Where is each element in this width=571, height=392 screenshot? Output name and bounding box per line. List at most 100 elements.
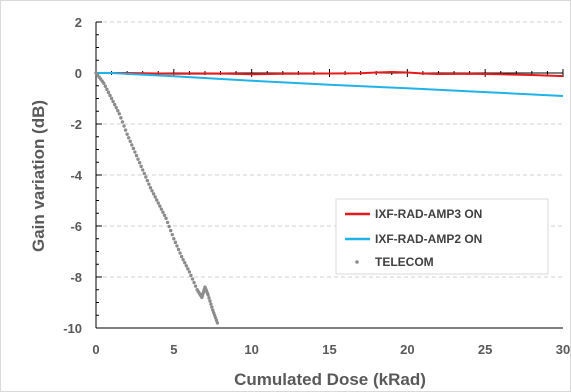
data-point-telecom (130, 143, 134, 147)
data-point-telecom (142, 171, 146, 176)
data-point-telecom (189, 273, 193, 278)
series-group (94, 70, 564, 325)
data-point-telecom (133, 150, 137, 154)
data-point-telecom (141, 168, 145, 172)
data-point-telecom (184, 264, 188, 268)
x-tick-label: 15 (322, 342, 336, 357)
series-line-ixf-rad-amp2-on (96, 72, 564, 97)
data-point-telecom (211, 311, 216, 315)
data-point-telecom (137, 161, 142, 165)
legend-label-amp2: IXF-RAD-AMP2 ON (375, 232, 482, 246)
y-tick-label: -8 (70, 270, 82, 285)
series-line-ixf-rad-amp3-on (96, 70, 564, 78)
data-point-telecom (134, 153, 139, 158)
data-point-telecom (164, 216, 168, 221)
data-point-telecom (213, 316, 218, 320)
data-point-telecom (139, 164, 143, 169)
data-point-telecom (172, 237, 176, 241)
data-point-telecom (144, 175, 148, 179)
data-point-telecom (206, 293, 210, 297)
data-point-telecom (181, 257, 185, 262)
data-point-telecom (186, 267, 190, 271)
data-point-telecom (167, 224, 171, 229)
data-point-telecom (151, 192, 156, 196)
data-point-telecom (119, 116, 123, 120)
series-telecom (94, 71, 220, 325)
data-point-telecom (150, 189, 154, 193)
y-tick-label: -2 (70, 117, 82, 132)
data-point-telecom (212, 313, 217, 317)
gridlines (96, 21, 563, 278)
y-tick-label: 0 (75, 66, 82, 81)
y-axis-title: Gain variation (dB) (29, 100, 48, 252)
data-point-telecom (120, 120, 125, 124)
data-point-telecom (131, 146, 136, 151)
data-point-telecom (145, 178, 150, 183)
x-tick-label: 0 (92, 342, 99, 357)
legend-label-telecom: TELECOM (375, 255, 434, 269)
x-tick-label: 25 (478, 342, 492, 357)
data-point-telecom (176, 247, 181, 252)
data-point-telecom (122, 124, 126, 128)
data-point-telecom (187, 270, 192, 274)
data-point-telecom (175, 244, 179, 248)
data-point-telecom (116, 109, 120, 113)
x-tick-label: 20 (400, 342, 414, 357)
y-tick-label: -4 (70, 168, 82, 183)
data-point-telecom (103, 84, 108, 88)
data-point-telecom (117, 112, 122, 116)
data-point-telecom (215, 321, 220, 325)
data-point-telecom (179, 254, 184, 259)
data-point-telecom (183, 261, 187, 265)
legend-box (335, 198, 549, 275)
data-point-telecom (208, 299, 212, 303)
x-axis-title: Cumulated Dose (kRad) (234, 370, 426, 389)
x-tick-label: 30 (556, 342, 570, 357)
data-point-telecom (126, 136, 131, 140)
data-point-telecom (207, 296, 211, 300)
data-point-telecom (169, 228, 173, 233)
data-point-telecom (111, 99, 115, 104)
legend: IXF-RAD-AMP3 ON IXF-RAD-AMP2 ON TELECOM (335, 198, 549, 275)
data-point-telecom (147, 182, 151, 186)
data-point-telecom (153, 195, 157, 199)
data-point-telecom (125, 132, 129, 136)
data-point-telecom (170, 232, 174, 237)
data-point-telecom (102, 81, 106, 85)
y-tick-label: -6 (70, 219, 82, 234)
x-tick-label: 10 (244, 342, 258, 357)
data-point-telecom (192, 280, 196, 285)
legend-swatch-telecom (355, 260, 359, 264)
data-point-telecom (155, 198, 159, 202)
data-point-telecom (161, 210, 165, 214)
data-point-telecom (128, 139, 132, 144)
data-point-telecom (211, 308, 215, 312)
data-point-telecom (109, 96, 114, 101)
data-point-telecom (148, 186, 153, 190)
data-point-telecom (159, 207, 164, 211)
data-point-telecom (190, 277, 195, 281)
data-point-telecom (136, 157, 140, 161)
data-point-telecom (114, 105, 118, 110)
data-point-telecom (112, 102, 117, 107)
legend-label-amp3: IXF-RAD-AMP3 ON (375, 207, 482, 221)
data-point-telecom (193, 284, 198, 288)
data-point-telecom (214, 318, 219, 323)
data-point-telecom (173, 240, 178, 245)
x-tick-label: 5 (170, 342, 177, 357)
data-point-telecom (106, 90, 111, 95)
data-point-telecom (165, 220, 170, 225)
data-point-telecom (210, 305, 214, 309)
data-point-telecom (108, 93, 112, 98)
data-point-telecom (105, 87, 109, 92)
axes: 20-2-4-6-8-100 5 10 15 20 25 30 (63, 15, 570, 357)
data-point-telecom (178, 251, 182, 255)
data-point-telecom (162, 213, 167, 217)
y-tick-label: -10 (63, 321, 82, 336)
y-tick-label: 2 (75, 15, 82, 30)
data-point-telecom (209, 302, 213, 306)
data-point-telecom (158, 204, 162, 208)
data-point-telecom (123, 128, 128, 132)
